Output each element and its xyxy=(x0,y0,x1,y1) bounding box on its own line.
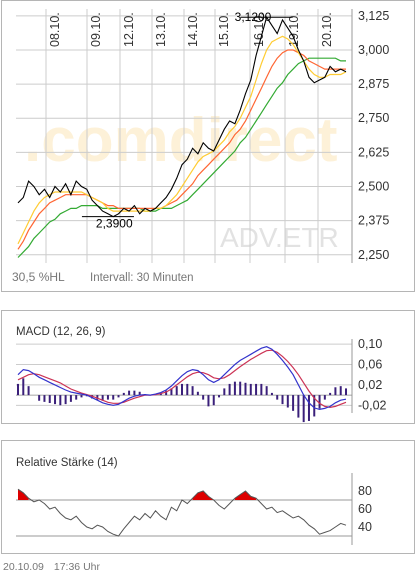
series-line-macd xyxy=(17,346,347,411)
series-line-price xyxy=(17,15,347,218)
y-tick-label: 40 xyxy=(358,520,372,534)
x-tick-label: 09.10. xyxy=(89,12,103,47)
x-tick-label: 20.10. xyxy=(320,12,334,47)
series-line-signal xyxy=(17,349,347,409)
macd-panel: MACD (12, 26, 9) 0,10 0,06 0,02 -0,02 xyxy=(1,310,415,424)
price-chart: .comdirect ADV.ETR 3,125 3,000 2,875 2,750 2,6… xyxy=(12,9,389,284)
series-line-ma_mid xyxy=(17,49,346,250)
rsi-title: Relative Stärke (14) xyxy=(16,457,118,469)
x-tick-label: 12.10. xyxy=(122,12,136,47)
x-tick-label: 15.10. xyxy=(217,12,231,47)
x-tick-label: 16.10. xyxy=(252,12,266,47)
macd-chart: 0,10 0,06 0,02 -0,02 xyxy=(16,337,387,423)
y-tick-label: 0,02 xyxy=(358,378,382,392)
series-line-ma_long xyxy=(17,57,346,258)
footer-date: 20.10.09 xyxy=(3,561,44,573)
x-tick-label: 08.10. xyxy=(48,12,62,47)
watermark-exchange: ADV.ETR xyxy=(220,222,339,253)
y-tick-label: 2,250 xyxy=(358,248,389,262)
y-tick-label: -0,02 xyxy=(358,398,387,412)
y-tick-label: 80 xyxy=(358,484,372,498)
y-tick-label: 2,500 xyxy=(358,180,389,194)
y-tick-label: 0,10 xyxy=(358,337,382,351)
x-tick-label: 14.10. xyxy=(186,12,200,47)
price-chart-panel: .comdirect ADV.ETR 3,125 3,000 2,875 2,750 2,6… xyxy=(1,0,415,292)
interval-label: Intervall: 30 Minuten xyxy=(90,272,194,284)
watermark-brand: .comdirect xyxy=(24,106,338,175)
y-tick-label: 3,000 xyxy=(358,43,389,57)
series-line-ma_short xyxy=(17,35,347,245)
y-tick-label: 2,750 xyxy=(358,111,389,125)
overbought-fill xyxy=(18,489,29,500)
y-tick-label: 60 xyxy=(358,502,372,516)
footer-time: 17:36 Uhr xyxy=(53,561,100,573)
y-tick-label: 2,875 xyxy=(358,77,389,91)
y-tick-label: 3,125 xyxy=(358,9,389,23)
x-tick-label: 13.10. xyxy=(154,12,168,47)
footer: 20.10.09 17:36 Uhr xyxy=(3,561,110,573)
macd-title: MACD (12, 26, 9) xyxy=(16,326,106,338)
y-tick-label: 2,625 xyxy=(358,145,389,159)
rsi-chart: 80 60 40 xyxy=(16,473,372,545)
rsi-panel: Relative Stärke (14) 80 60 40 xyxy=(1,440,415,554)
overbought-fill xyxy=(234,491,257,500)
stat-hl: 30,5 %HL xyxy=(12,270,65,284)
y-tick-label: 2,375 xyxy=(358,214,389,228)
series-line-rsi xyxy=(17,488,347,537)
annotation-label: 3,1200 xyxy=(235,10,272,24)
y-tick-label: 0,06 xyxy=(358,358,382,372)
x-tick-label: 19.10. xyxy=(287,12,301,47)
annotation-label: 2,3900 xyxy=(96,217,133,231)
